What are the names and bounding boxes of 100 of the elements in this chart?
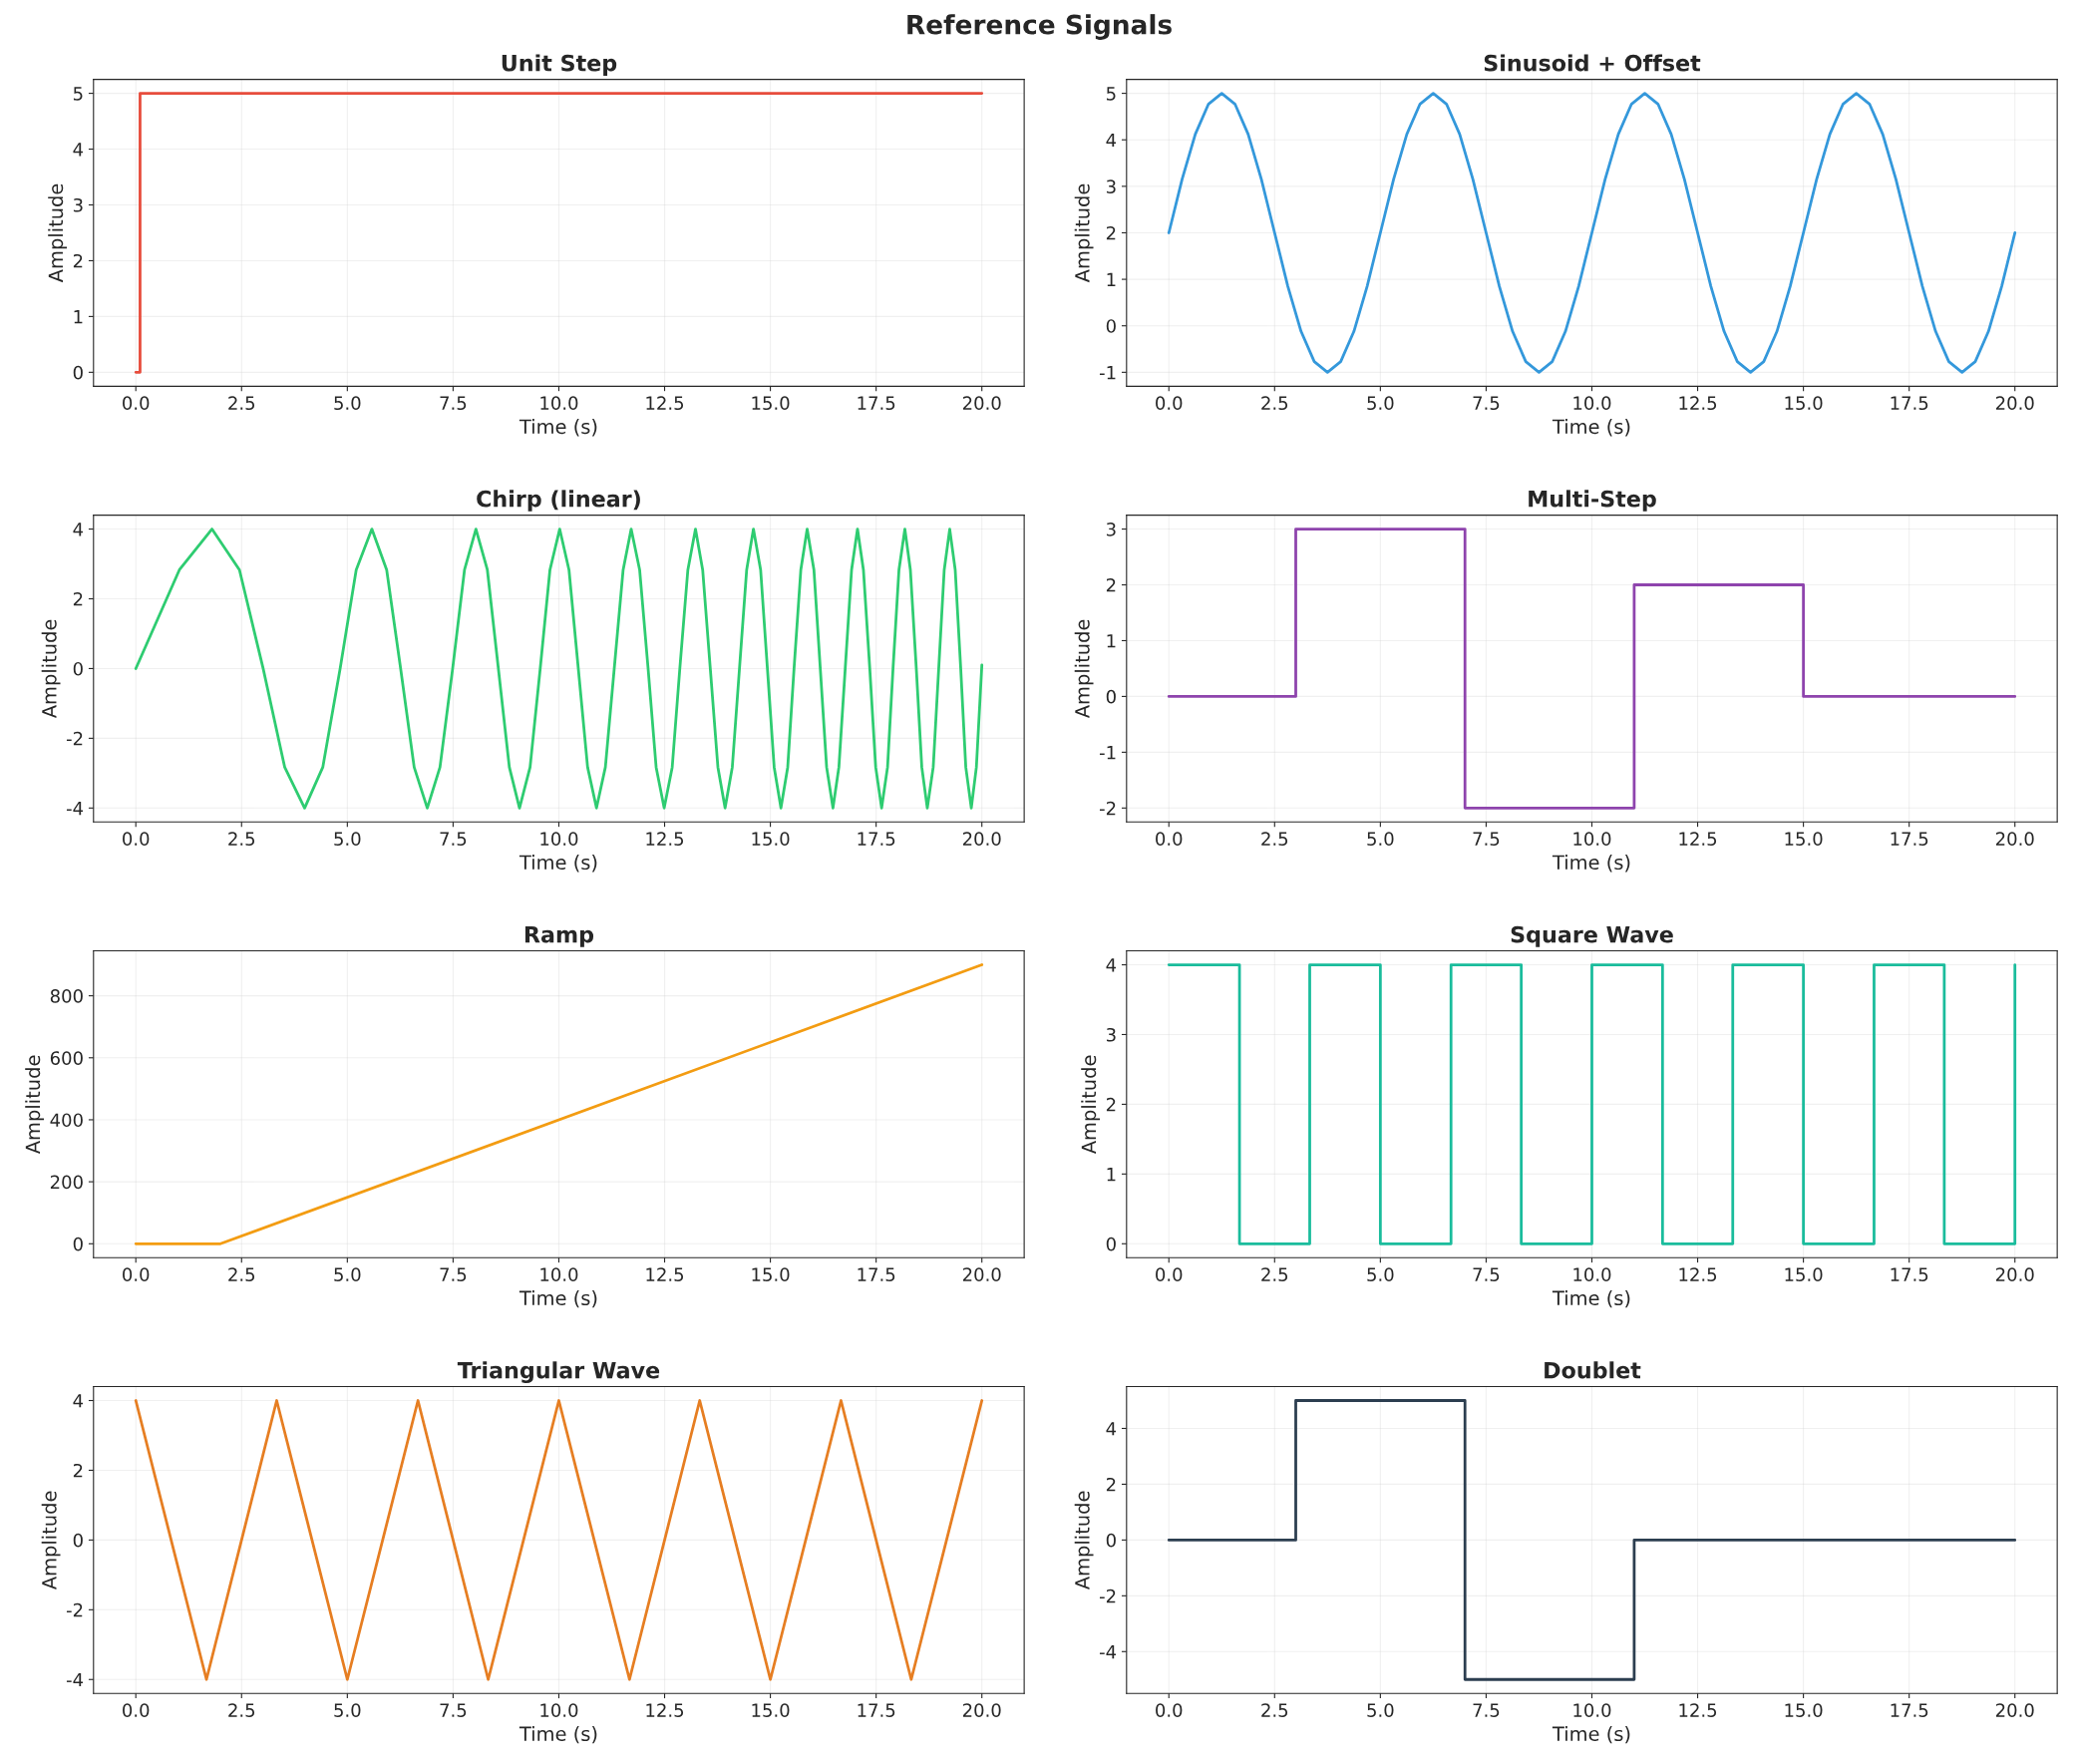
x-tick-label: 7.5	[1473, 832, 1500, 846]
y-tick-label: -2	[1099, 1588, 1116, 1603]
x-tick-label: 0.0	[123, 1703, 150, 1717]
y-tick-label: 3	[1106, 179, 1116, 193]
x-tick-label: 20.0	[962, 1703, 1001, 1717]
x-axis-title: Time (s)	[1552, 1725, 1630, 1744]
x-tick-label: 15.0	[752, 832, 790, 846]
x-tick-label: 17.5	[1891, 832, 1928, 846]
x-tick-label: 5.0	[334, 832, 361, 846]
x-tick-label: 12.5	[646, 396, 684, 411]
x-tick-label: 20.0	[1995, 1267, 2034, 1281]
y-axis-title: Amplitude	[1081, 1055, 1101, 1155]
y-tick-label: 0	[73, 1533, 83, 1548]
y-tick-label: 2	[73, 253, 83, 268]
x-tick-label: 17.5	[858, 1703, 895, 1717]
x-tick-label: 5.0	[1367, 396, 1394, 411]
text: Reference Signals	[907, 14, 1172, 40]
x-axis-title: Time (s)	[519, 1725, 597, 1744]
y-tick-label: 2	[1106, 225, 1116, 240]
x-tick-label: 12.5	[1679, 832, 1717, 846]
y-tick-label: 4	[73, 1394, 84, 1408]
y-axis-title: Amplitude	[1074, 1491, 1094, 1590]
line-series	[1167, 92, 2017, 374]
x-tick-label: 20.0	[962, 832, 1001, 846]
x-tick-label: 7.5	[1473, 1267, 1500, 1281]
y-tick-label: 0	[73, 661, 83, 676]
x-tick-label: 10.0	[1573, 1703, 1611, 1717]
x-tick-label: 5.0	[334, 396, 361, 411]
x-tick-label: 0.0	[1156, 1703, 1183, 1717]
x-tick-label: 0.0	[123, 396, 150, 411]
y-tick-label: 0	[1106, 1533, 1116, 1548]
y-tick-label: 0	[1106, 319, 1116, 333]
x-tick-label: 2.5	[1261, 396, 1288, 411]
chart-title: Ramp	[524, 926, 594, 947]
y-tick-label: 3	[1106, 523, 1116, 536]
x-tick-label: 2.5	[228, 832, 255, 846]
y-tick-label: 400	[50, 1113, 83, 1128]
chart-title: Doublet	[1545, 1361, 1641, 1379]
x-tick-label: 17.5	[1891, 1703, 1928, 1717]
x-tick-label: 2.5	[228, 1267, 255, 1281]
x-tick-label: 15.0	[752, 1703, 790, 1717]
x-tick-label: 0.0	[123, 832, 150, 846]
y-tick-label: -2	[66, 731, 83, 746]
chart-title: Triangular Wave	[457, 1361, 660, 1383]
x-tick-label: 20.0	[1995, 832, 2034, 846]
x-tick-label: 2.5	[1261, 1267, 1288, 1281]
x-axis-title: Time (s)	[1552, 855, 1630, 873]
x-tick-label: 5.0	[1367, 832, 1394, 846]
x-tick-label: 17.5	[858, 832, 895, 846]
x-axis-title: Time (s)	[519, 419, 597, 437]
x-tick-label: 12.5	[1679, 1267, 1717, 1281]
x-tick-label: 7.5	[1473, 1703, 1500, 1717]
x-tick-label: 7.5	[440, 1703, 467, 1717]
y-tick-label: 5	[1106, 87, 1116, 101]
x-tick-label: 15.0	[1785, 396, 1823, 411]
x-tick-label: 2.5	[228, 396, 255, 411]
y-tick-label: 1	[1107, 1168, 1116, 1182]
y-tick-label: 2	[1106, 577, 1116, 592]
y-tick-label: 0	[73, 365, 83, 380]
y-tick-label: -2	[66, 1602, 83, 1617]
x-tick-label: 15.0	[1785, 1267, 1823, 1281]
y-tick-label: 1	[1107, 272, 1116, 286]
x-tick-label: 0.0	[1156, 1267, 1183, 1281]
x-tick-label: 12.5	[646, 1703, 684, 1717]
x-axis-title: Time (s)	[519, 1290, 597, 1308]
y-tick-label: 4	[1106, 958, 1117, 972]
x-tick-label: 7.5	[1473, 396, 1500, 411]
x-tick-label: 17.5	[858, 1267, 895, 1281]
x-tick-label: 10.0	[1573, 1267, 1611, 1281]
y-tick-label: 200	[50, 1175, 83, 1190]
x-tick-label: 20.0	[962, 396, 1001, 411]
x-tick-label: 5.0	[334, 1267, 361, 1281]
x-tick-label: 17.5	[1891, 396, 1928, 411]
x-tick-label: 0.0	[123, 1267, 150, 1281]
x-tick-label: 10.0	[1573, 832, 1611, 846]
x-tick-label: 15.0	[1785, 1703, 1823, 1717]
y-tick-label: 5	[73, 87, 83, 101]
x-tick-label: 17.5	[1891, 1267, 1928, 1281]
x-tick-label: 15.0	[752, 396, 790, 411]
x-tick-label: 20.0	[1995, 396, 2034, 411]
y-axis-title: Amplitude	[41, 1491, 61, 1590]
y-tick-label: -1	[1099, 746, 1116, 760]
y-tick-label: 1	[74, 310, 83, 324]
x-tick-label: 15.0	[752, 1267, 790, 1281]
x-axis-title: Time (s)	[1552, 419, 1630, 437]
y-tick-label: 2	[1106, 1477, 1116, 1492]
y-tick-label: 4	[73, 523, 84, 536]
x-tick-label: 7.5	[440, 396, 467, 411]
x-tick-label: 10.0	[1573, 396, 1611, 411]
x-tick-label: 2.5	[1261, 1703, 1288, 1717]
x-axis-title: Time (s)	[519, 855, 597, 873]
y-tick-label: 0	[73, 1236, 83, 1251]
y-axis-title: Amplitude	[41, 619, 61, 719]
x-tick-label: 12.5	[646, 832, 684, 846]
x-tick-label: 5.0	[1367, 1267, 1394, 1281]
y-tick-label: 0	[1106, 689, 1116, 704]
x-tick-label: 10.0	[540, 832, 578, 846]
y-tick-label: 2	[73, 1463, 83, 1478]
x-tick-label: 20.0	[1995, 1703, 2034, 1717]
y-tick-label: 1	[1107, 634, 1116, 648]
